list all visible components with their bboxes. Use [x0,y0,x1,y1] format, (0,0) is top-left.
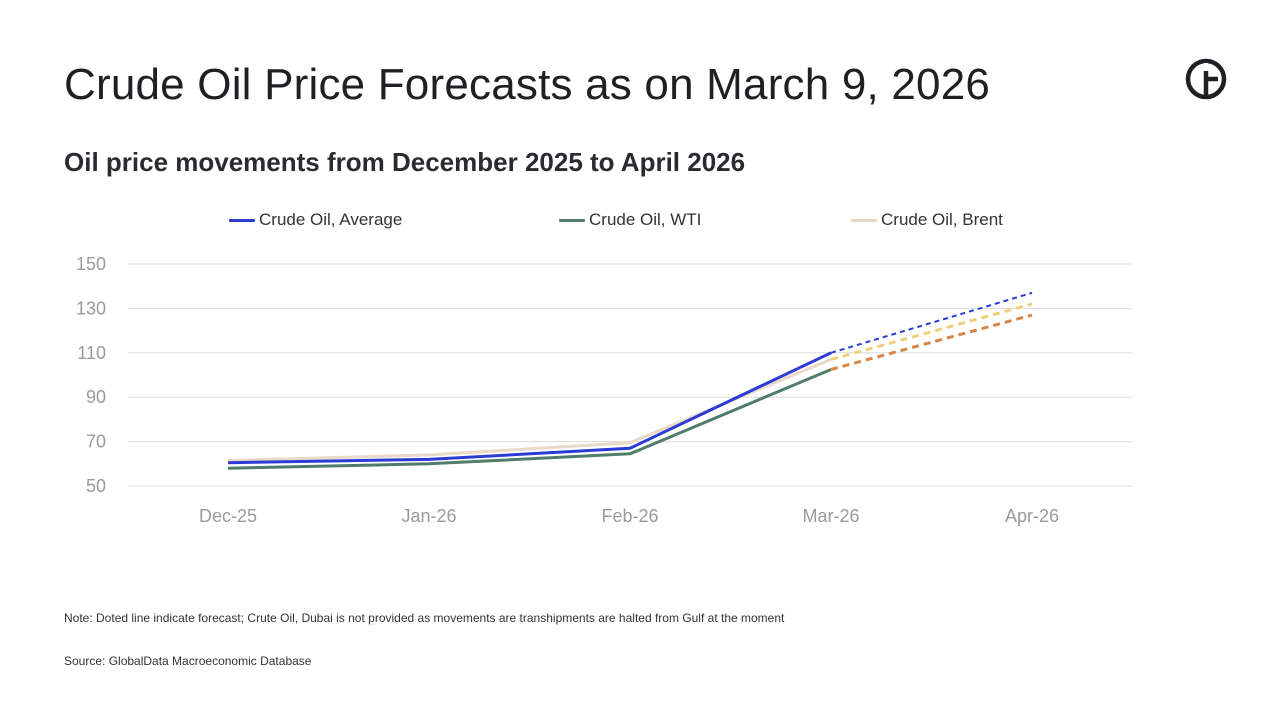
series-line-average [227,351,832,465]
x-tick-label: Dec-25 [199,506,257,526]
legend-swatch-wti [559,218,585,222]
legend-item-wti: Crude Oil, WTI [559,210,701,230]
globaldata-logo-icon [1185,58,1227,100]
legend-label-average: Crude Oil, Average [259,210,403,229]
series-line-brent [227,358,832,462]
page-title: Crude Oil Price Forecasts as on March 9,… [64,60,991,109]
forecast-line-brent [830,302,1033,361]
forecast-line-average [830,291,1033,354]
legend-item-brent: Crude Oil, Brent [851,210,1003,230]
y-tick-label: 70 [86,432,106,452]
legend-swatch-average [229,218,255,222]
y-tick-label: 150 [76,254,106,274]
x-tick-label: Feb-26 [601,506,658,526]
line-chart: 50 70 90 110 130 150 Dec-25 Jan-26 Feb-26 Mar-26 A… [76,254,1132,526]
x-tick-label: Mar-26 [802,506,859,526]
series-line-wti [227,368,832,470]
legend-item-average: Crude Oil, Average [229,210,402,230]
chart-subtitle: Oil price movements from December 2025 t… [64,147,746,177]
y-tick-label: 90 [86,387,106,407]
y-tick-label: 130 [76,298,106,318]
footnote: Note: Doted line indicate forecast; Crut… [64,611,785,625]
y-tick-label: 50 [86,476,106,496]
legend-swatch-brent [851,218,877,222]
legend-label-brent: Crude Oil, Brent [881,210,1003,229]
forecast-line-wti [830,313,1033,371]
y-tick-label: 110 [77,343,106,363]
x-tick-label: Jan-26 [401,506,456,526]
x-tick-label: Apr-26 [1005,506,1059,526]
chart-legend: Crude Oil, Average Crude Oil, WTI Crude … [0,210,1280,234]
source-note: Source: GlobalData Macroeconomic Databas… [64,654,312,668]
legend-label-wti: Crude Oil, WTI [589,210,702,229]
